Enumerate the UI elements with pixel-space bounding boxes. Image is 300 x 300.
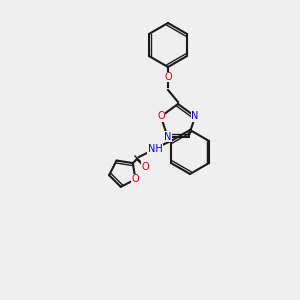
Text: O: O: [164, 72, 172, 82]
Text: N: N: [164, 132, 171, 142]
Text: N: N: [191, 111, 199, 122]
Text: O: O: [141, 162, 149, 172]
Text: O: O: [157, 111, 165, 122]
Text: NH: NH: [148, 144, 162, 154]
Text: O: O: [132, 174, 139, 184]
